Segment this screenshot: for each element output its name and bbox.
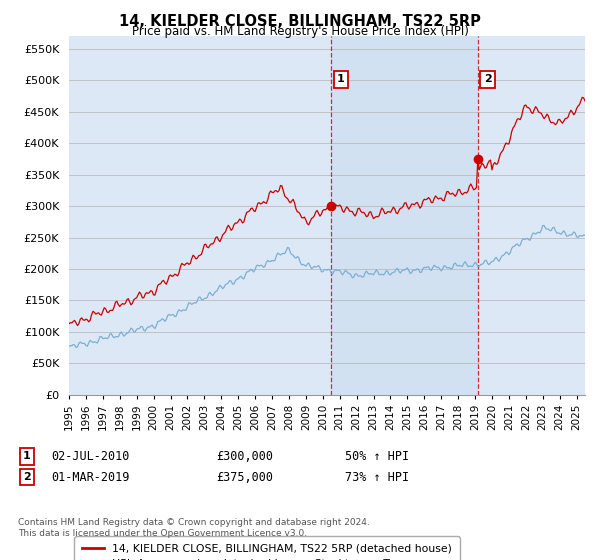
Legend: 14, KIELDER CLOSE, BILLINGHAM, TS22 5RP (detached house), HPI: Average price, de: 14, KIELDER CLOSE, BILLINGHAM, TS22 5RP … [74,536,460,560]
Text: 01-MAR-2019: 01-MAR-2019 [51,470,130,484]
Text: 2: 2 [23,472,31,482]
Text: Price paid vs. HM Land Registry's House Price Index (HPI): Price paid vs. HM Land Registry's House … [131,25,469,38]
Text: 2: 2 [484,74,491,85]
Text: Contains HM Land Registry data © Crown copyright and database right 2024.: Contains HM Land Registry data © Crown c… [18,518,370,527]
Text: £375,000: £375,000 [216,470,273,484]
Text: This data is licensed under the Open Government Licence v3.0.: This data is licensed under the Open Gov… [18,529,307,538]
Text: £300,000: £300,000 [216,450,273,463]
Text: 1: 1 [23,451,31,461]
Text: 50% ↑ HPI: 50% ↑ HPI [345,450,409,463]
Text: 02-JUL-2010: 02-JUL-2010 [51,450,130,463]
Text: 73% ↑ HPI: 73% ↑ HPI [345,470,409,484]
Text: 14, KIELDER CLOSE, BILLINGHAM, TS22 5RP: 14, KIELDER CLOSE, BILLINGHAM, TS22 5RP [119,14,481,29]
Text: 1: 1 [337,74,345,85]
Bar [331,36,478,395]
